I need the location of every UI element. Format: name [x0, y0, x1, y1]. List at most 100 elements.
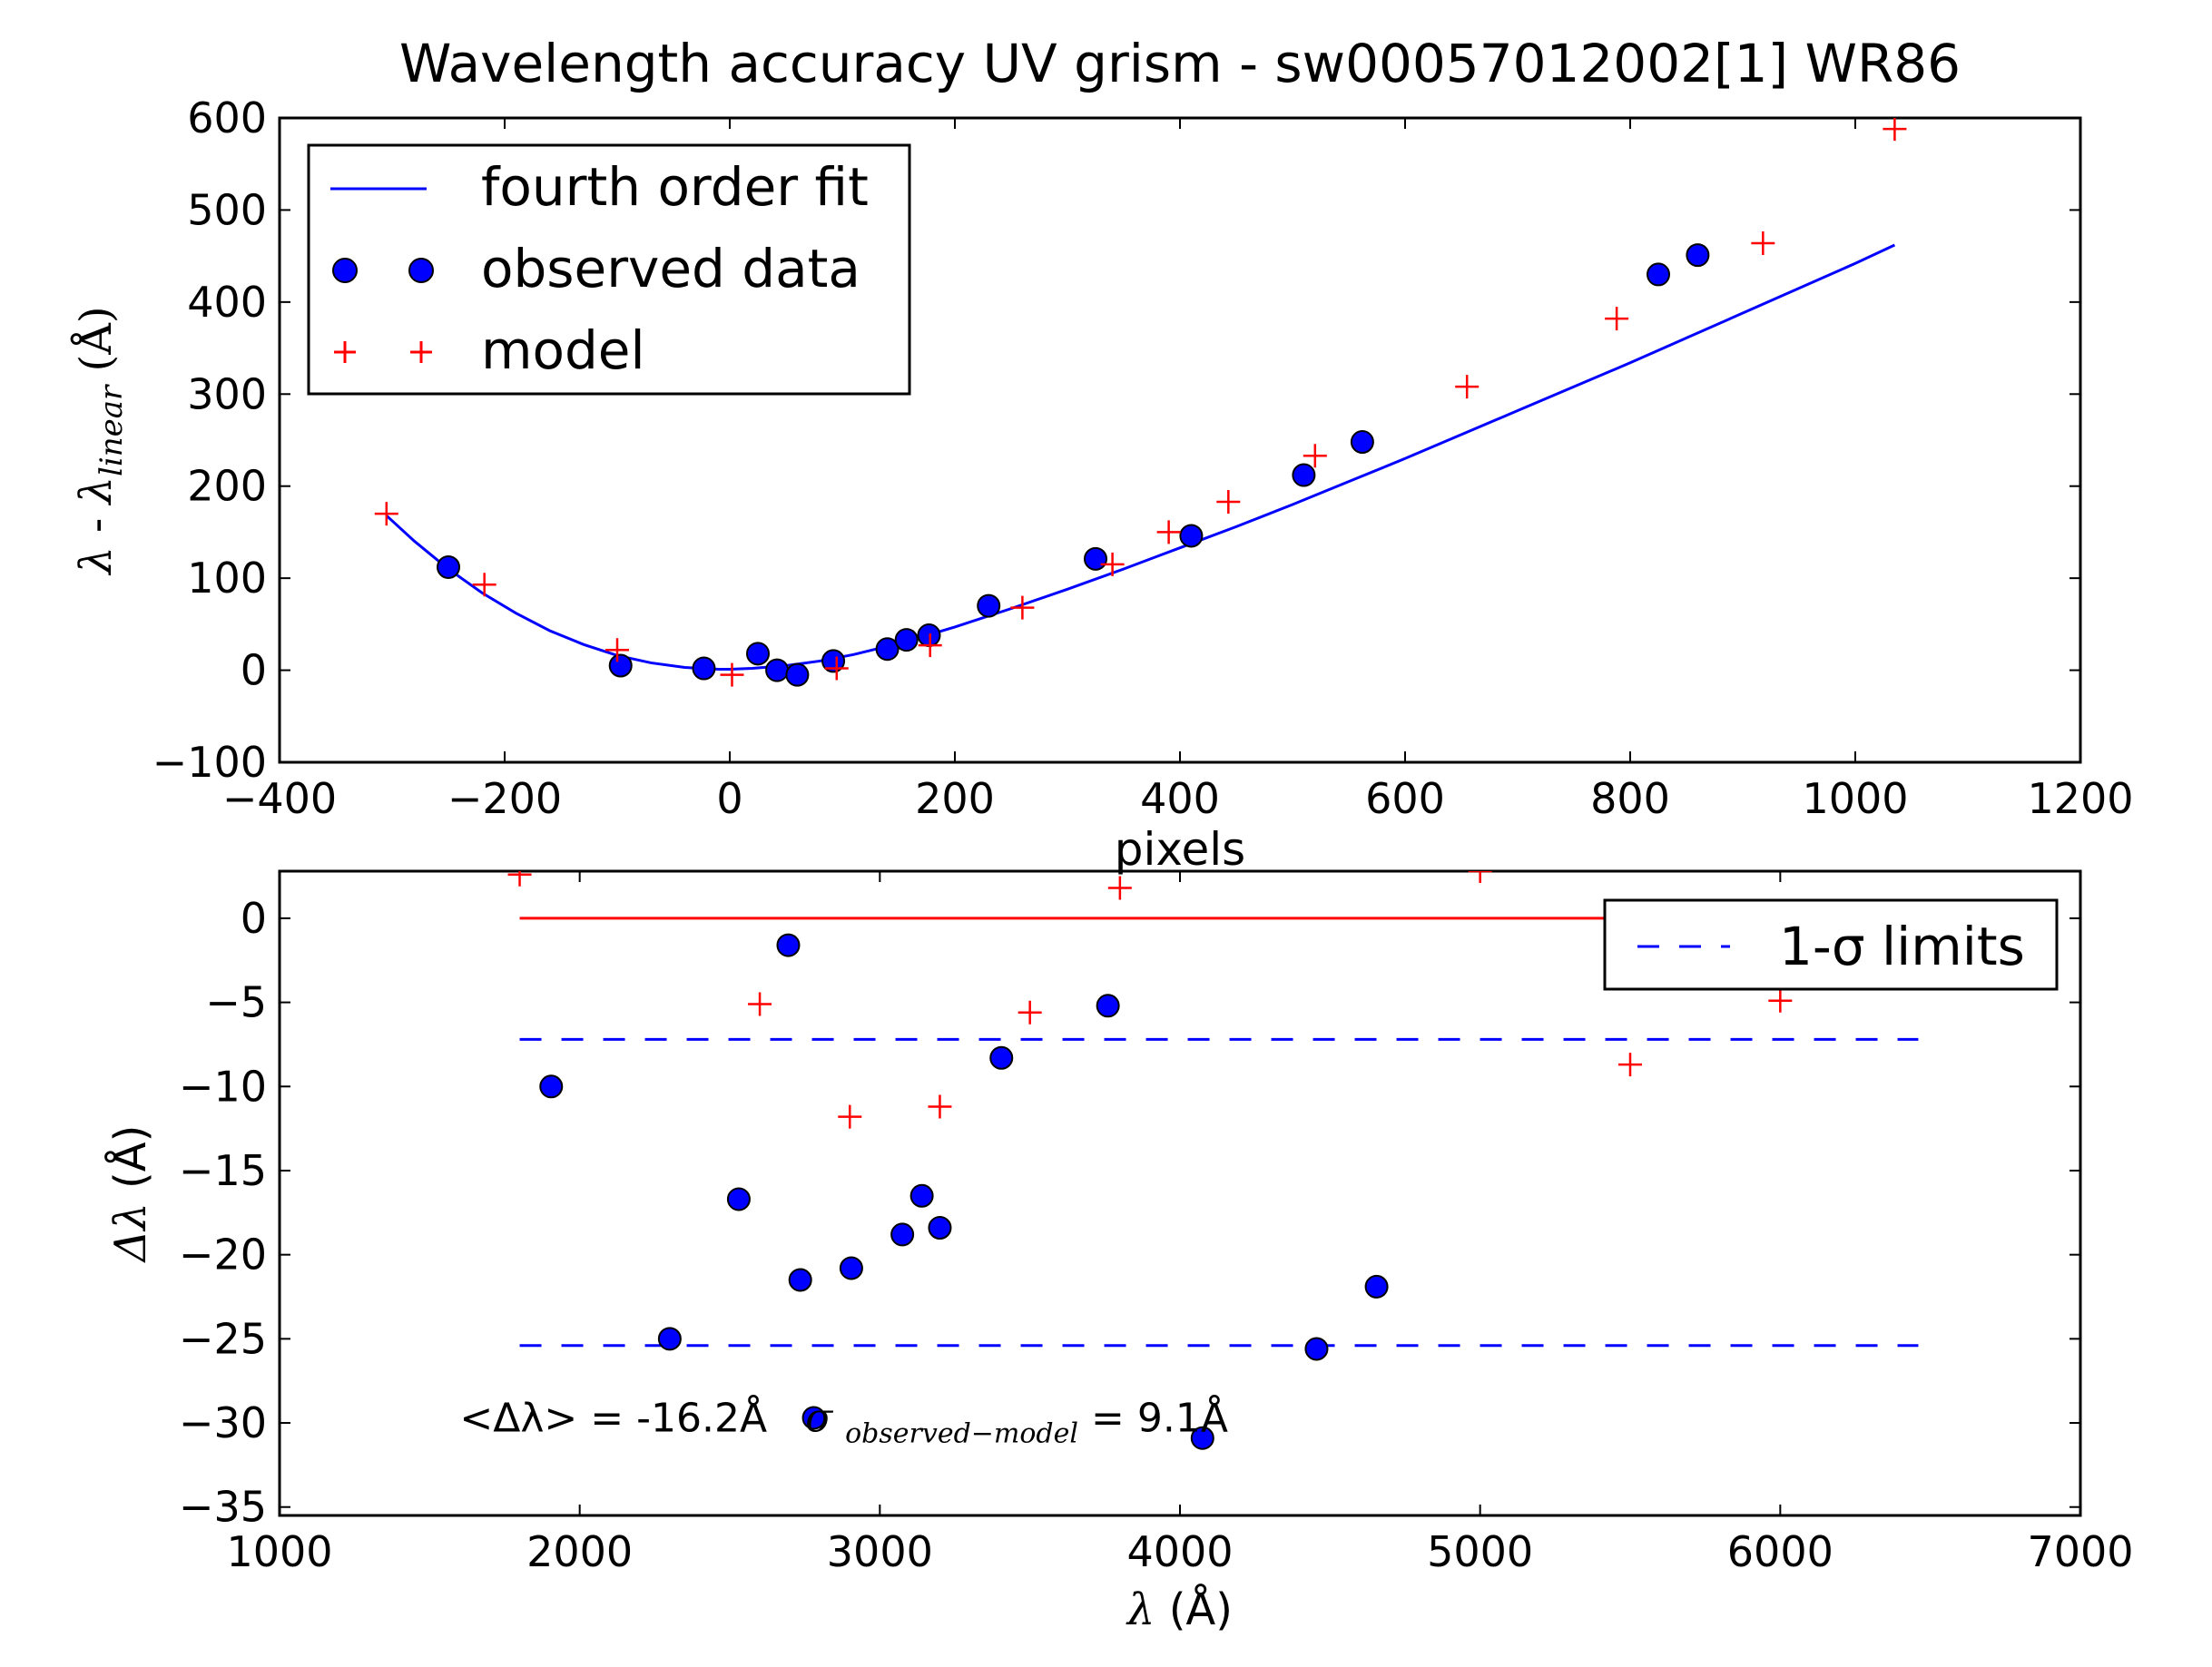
- top-x-tick-label: 400: [1140, 774, 1220, 823]
- top-model-point: [1605, 307, 1629, 331]
- top-legend: fourth order fit observed data model: [307, 143, 911, 396]
- top-observed-point: [692, 656, 716, 681]
- top-observed-point: [1292, 463, 1316, 487]
- top-model-point: [1156, 520, 1181, 544]
- bottom-observed-point: [890, 1222, 915, 1247]
- top-x-tick-label: 600: [1365, 774, 1445, 823]
- annotation-mean: <Δλ> = -16.2Å: [459, 1393, 767, 1441]
- top-y-tick-label: −100: [152, 738, 267, 787]
- bottom-observed-point: [1190, 1426, 1214, 1450]
- bottom-y-tick-label: −30: [179, 1398, 267, 1447]
- bottom-x-tick-label: 7000: [2027, 1527, 2133, 1576]
- top-y-tick-label: 200: [187, 462, 267, 511]
- bottom-model-point: [928, 1094, 952, 1119]
- bottom-observed-point: [1304, 1337, 1329, 1361]
- top-model-point: [1100, 552, 1125, 576]
- legend-label-fit: fourth order fit: [481, 156, 869, 218]
- bottom-observed-point: [657, 1327, 682, 1351]
- top-model-point: [374, 502, 398, 526]
- annotation-sigma-subscript: observed−model: [845, 1417, 1078, 1449]
- annotation-sigma-symbol: σ: [805, 1395, 834, 1441]
- bottom-y-tick-label: −5: [205, 978, 267, 1027]
- bottom-y-ticks: −35 −30 −25 −20 −15 −10 −5 0: [179, 894, 2080, 1532]
- top-observed-point: [746, 642, 770, 666]
- legend-label-observed: observed data: [481, 238, 860, 299]
- bottom-observed-point: [801, 1406, 826, 1430]
- bottom-x-tick-label: 2000: [526, 1527, 633, 1576]
- legend-circle-swatch: [332, 258, 358, 283]
- top-observed-point: [437, 554, 460, 579]
- top-model-point: [720, 662, 744, 687]
- legend-plus-swatch: [334, 341, 356, 363]
- figure-title: Wavelength accuracy UV grism - sw0005701…: [399, 33, 1961, 94]
- top-y-tick-label: 600: [187, 93, 267, 142]
- bottom-y-tick-label: −25: [179, 1314, 267, 1363]
- bottom-y-axis-label: Δλ (Å): [104, 1125, 156, 1264]
- top-y-tick-label: 0: [241, 646, 267, 695]
- top-observed-point: [1084, 546, 1107, 571]
- bottom-model-point: [1618, 1053, 1642, 1077]
- top-model-point: [824, 656, 849, 681]
- top-x-tick-label: 800: [1590, 774, 1670, 823]
- top-observed-point: [821, 649, 846, 673]
- bottom-model-point: [838, 1104, 862, 1129]
- top-model-point: [605, 638, 629, 662]
- top-observed-point: [875, 637, 900, 662]
- svg-text:Δλ (Å): Δλ (Å): [104, 1125, 156, 1264]
- top-x-tick-label: 0: [716, 774, 742, 823]
- bottom-x-ticks: 1000 2000 3000 4000 5000 6000 7000: [226, 871, 2134, 1576]
- top-observed-point: [1350, 430, 1374, 455]
- bottom-x-axis-label: λ (Å): [1126, 1584, 1233, 1635]
- bottom-observed-point: [539, 1074, 564, 1099]
- bottom-observed-point: [839, 1256, 863, 1280]
- top-model-point: [472, 573, 496, 597]
- top-x-tick-label: 200: [915, 774, 995, 823]
- top-model-point: [1455, 375, 1480, 399]
- top-observed-point: [785, 662, 810, 687]
- top-x-axis-label: pixels: [1115, 823, 1245, 876]
- top-y-axis-label: λ - λlinear (Å): [70, 306, 130, 575]
- top-x-tick-label: −400: [222, 774, 337, 823]
- bottom-model-point: [1107, 876, 1132, 900]
- top-y-tick-label: 500: [187, 185, 267, 234]
- top-model-point: [1883, 118, 1907, 142]
- bottom-observed-point: [1096, 994, 1120, 1018]
- bottom-model-point: [1468, 871, 1492, 883]
- top-y-tick-label: 400: [187, 278, 267, 327]
- bottom-observed-point: [788, 1268, 812, 1292]
- top-y-ticks: −100 0 100 200 300 400 500 600: [152, 93, 2080, 787]
- top-panel: −400 −200 0 200 400 600 800 1000 1200 −100 0 100 20…: [70, 93, 2134, 876]
- bottom-plot-area: [507, 871, 1919, 1450]
- bottom-y-tick-label: −10: [179, 1062, 267, 1111]
- top-model-point: [1010, 595, 1035, 620]
- annotation-sigma-value: = 9.1Å: [1091, 1393, 1228, 1441]
- bottom-observed-point: [989, 1045, 1014, 1070]
- bottom-panel: 1000 2000 3000 4000 5000 6000 7000 −35 −30 −25 −2…: [104, 869, 2134, 1635]
- legend-plus-swatch: [410, 341, 432, 363]
- bottom-y-tick-label: −35: [179, 1483, 267, 1532]
- top-x-tick-label: 1200: [2027, 774, 2133, 823]
- top-observed-point: [977, 593, 1001, 618]
- top-observed-point: [1647, 262, 1670, 287]
- legend-label-model: model: [481, 319, 645, 381]
- top-x-tick-label: −200: [447, 774, 562, 823]
- top-observed-point: [1686, 243, 1710, 268]
- top-observed-point: [608, 653, 633, 678]
- bottom-y-tick-label: 0: [241, 894, 267, 943]
- bottom-observed-point: [928, 1216, 952, 1240]
- bottom-legend: 1-σ limits: [1603, 898, 2059, 991]
- top-observed-point: [894, 628, 919, 652]
- top-observed-point: [1179, 524, 1204, 548]
- bottom-observed-point: [776, 933, 801, 957]
- legend-circle-swatch: [408, 258, 434, 283]
- top-y-tick-label: 300: [187, 369, 267, 418]
- svg-text:λ - λlinear (Å): λ - λlinear (Å): [70, 306, 130, 575]
- top-y-tick-label: 100: [187, 554, 267, 603]
- bottom-y-tick-label: −20: [179, 1231, 267, 1280]
- bottom-model-point: [1018, 1000, 1042, 1025]
- top-observed-point: [765, 658, 790, 682]
- top-x-tick-label: 1000: [1802, 774, 1908, 823]
- bottom-model-point: [748, 992, 772, 1016]
- svg-text:λ (Å): λ (Å): [1126, 1584, 1233, 1635]
